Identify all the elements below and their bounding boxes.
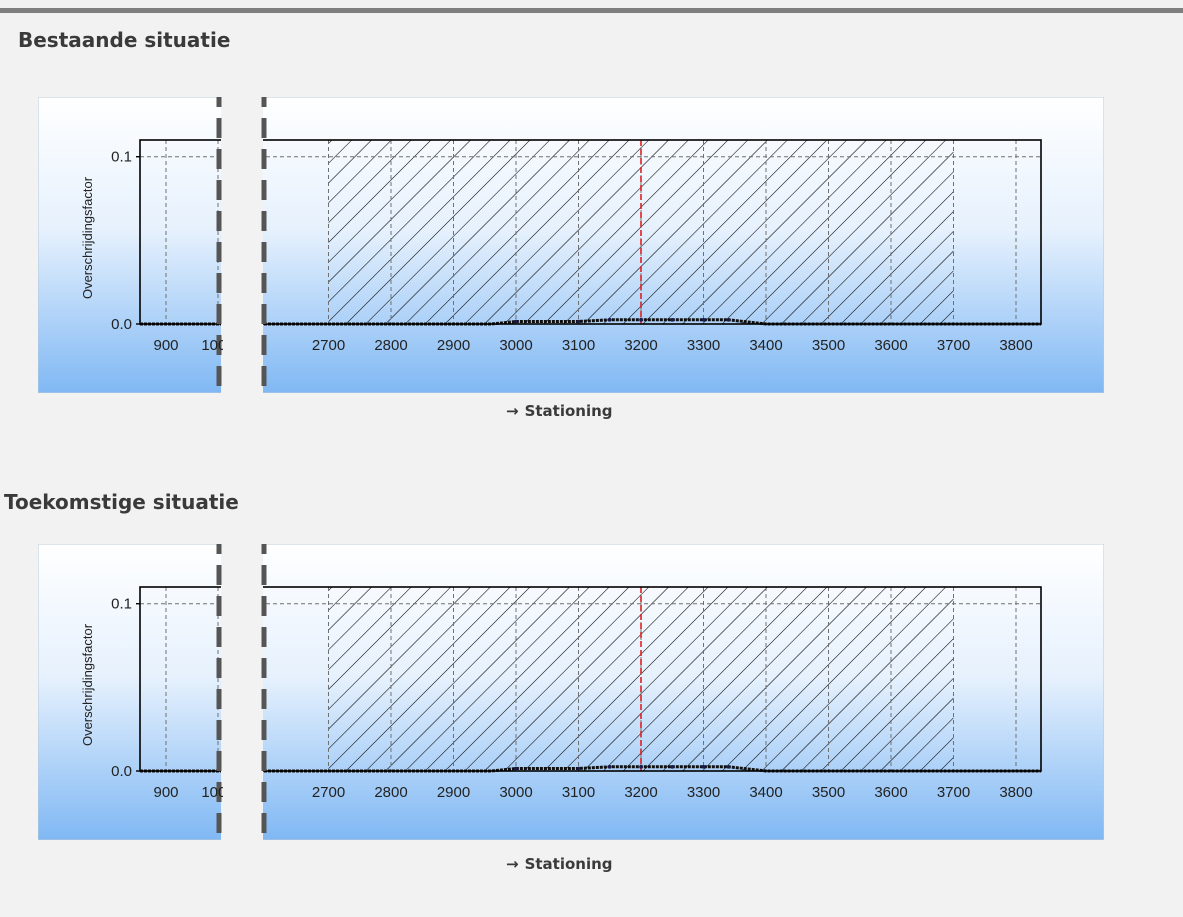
data-point (576, 766, 581, 771)
x-tick-label: 3700 (937, 784, 970, 801)
data-point (639, 318, 643, 322)
x-tick-label: 3700 (937, 337, 970, 354)
xaxis-caption-future: → Stationing (506, 855, 613, 873)
x-tick-label: 3000 (499, 784, 532, 801)
data-point (701, 318, 706, 322)
x-tick-label: 2800 (374, 337, 407, 354)
x-tick-label: 3100 (562, 337, 595, 354)
y-tick-label: 0.0 (111, 316, 132, 333)
x-tick-label: 3400 (749, 337, 782, 354)
axis-break-gap (223, 777, 261, 805)
y-tick-label: 0.1 (111, 596, 132, 613)
x-tick-label: 900 (153, 784, 178, 801)
x-tick-label: 3300 (687, 784, 720, 801)
xaxis-caption-text: Stationing (524, 855, 613, 873)
plot-frame (139, 139, 1042, 325)
x-tick-label: 3100 (562, 784, 595, 801)
data-point (670, 765, 675, 769)
x-tick-label: 2800 (374, 784, 407, 801)
x-tick-label: 2700 (312, 337, 345, 354)
y-axis-label: Overschrijdingsfactor (80, 176, 95, 299)
x-tick-label: 3300 (687, 337, 720, 354)
axis-break-gap (223, 330, 261, 358)
data-point (607, 765, 612, 769)
xaxis-caption-existing: → Stationing (506, 402, 613, 420)
x-tick-label: 2900 (437, 337, 470, 354)
x-tick-label: 3200 (624, 337, 657, 354)
x-tick-label: 2700 (312, 784, 345, 801)
arrow-right-icon: → (506, 855, 519, 873)
y-tick-label: 0.1 (111, 149, 132, 166)
data-point (701, 765, 706, 769)
chart-existing: 900 1000 2700 2800 2900 3000 3100 3200 3300 3400 3… (38, 97, 1104, 393)
x-tick-label: 3600 (874, 784, 907, 801)
x-tick-label: 3000 (499, 337, 532, 354)
section-title-existing: Bestaande situatie (18, 28, 231, 52)
plot-frame (139, 586, 1042, 772)
x-tick-label: 3800 (999, 337, 1032, 354)
x-tick-label: 3500 (812, 784, 845, 801)
data-point (639, 765, 643, 769)
chart-future: 900 1000 2700 2800 2900 3000 3100 3200 3300 3400 3… (38, 544, 1104, 840)
data-point (607, 318, 612, 322)
xaxis-caption-text: Stationing (524, 402, 613, 420)
arrow-right-icon: → (506, 402, 519, 420)
top-rule (0, 8, 1183, 13)
data-point (726, 318, 731, 322)
y-tick-label: 0.0 (111, 763, 132, 780)
x-tick-label: 900 (153, 337, 178, 354)
data-point (514, 766, 518, 771)
data-point (514, 319, 518, 324)
y-axis-label: Overschrijdingsfactor (80, 623, 95, 746)
x-tick-label: 3400 (749, 784, 782, 801)
x-tick-label: 3200 (624, 784, 657, 801)
x-tick-label: 3800 (999, 784, 1032, 801)
x-tick-label: 3500 (812, 337, 845, 354)
x-tick-label: 3600 (874, 337, 907, 354)
data-point (576, 319, 581, 324)
data-point (726, 765, 731, 769)
data-point (670, 318, 675, 322)
x-tick-label: 2900 (437, 784, 470, 801)
section-title-future: Toekomstige situatie (4, 490, 239, 514)
